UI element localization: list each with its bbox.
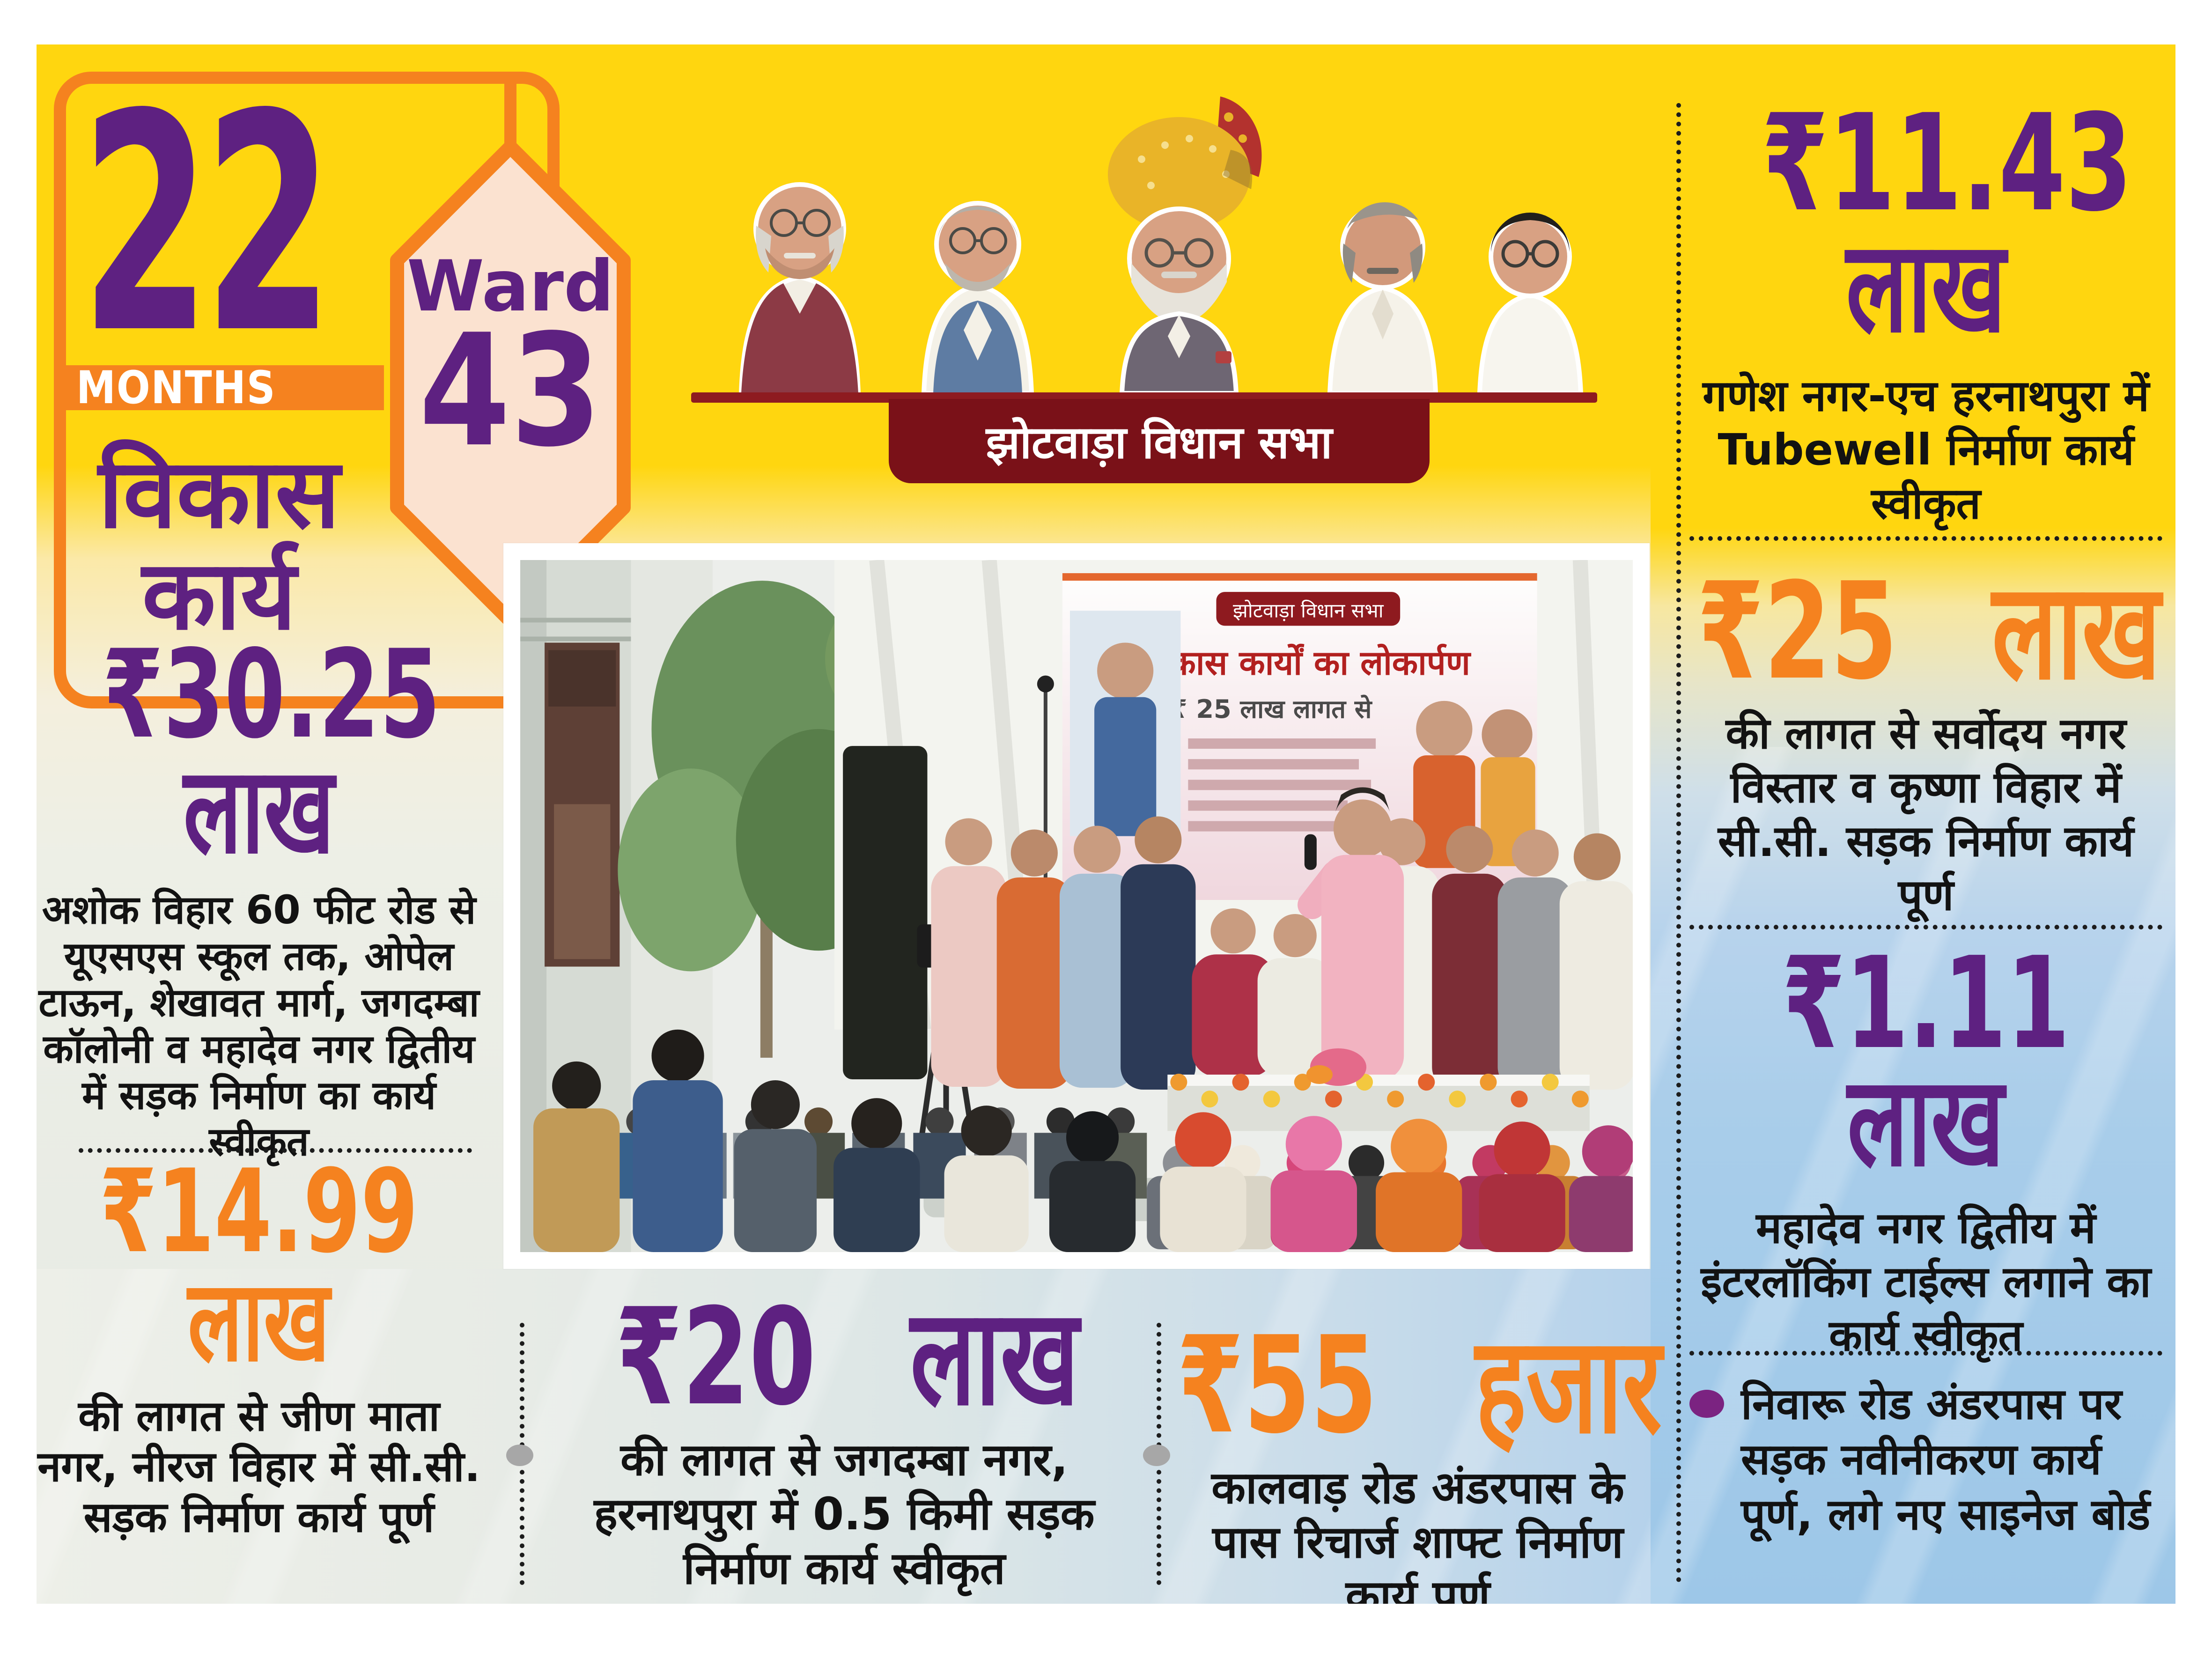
ward-label: Ward xyxy=(406,246,614,327)
section-bottom-2: ₹55 हजार कालवाड़ रोड अंडरपास के पास रिचा… xyxy=(1174,1308,1662,1604)
amount-headline: ₹55 xyxy=(1177,1308,1378,1463)
section-description: कालवाड़ रोड अंडरपास के पास रिचार्ज शाफ्ट… xyxy=(1211,1462,1624,1604)
section-description: की लागत से सर्वोदय नगर विस्तार व कृष्णा … xyxy=(1718,708,2134,921)
amount-headline: ₹11.43 xyxy=(1761,86,2132,241)
amount-unit: लाख xyxy=(183,741,335,881)
speaker-figure xyxy=(1298,787,1404,1081)
poster-title-line2: कार्य xyxy=(142,540,296,652)
section-right-2: ₹25 लाख की लागत से सर्वोदय नगर विस्तार व… xyxy=(1689,554,2162,922)
months-label: MONTHS xyxy=(76,361,276,414)
poster-canvas: 22 MONTHS विकास कार्य Ward 43 xyxy=(37,44,2175,1604)
dotted-divider-horizontal xyxy=(1689,1351,2162,1356)
leader-photo-3-center xyxy=(1108,96,1262,393)
section-right-3: ₹1.11 लाख महादेव नगर द्वितीय में इंटरलॉक… xyxy=(1689,929,2162,1363)
stage-banner-subtitle: ₹ 25 लाख लागत से xyxy=(1170,694,1373,724)
section-description: की लागत से जीण माता नगर, नीरज विहार में … xyxy=(37,1391,480,1542)
dotted-divider-horizontal xyxy=(1689,925,2162,929)
stage-banner-title: विकास कार्यों का लोकार्पण xyxy=(1142,644,1472,683)
section-description: गणेश नगर-एच हरनाथपुरा में Tubewell निर्म… xyxy=(1703,370,2149,529)
amount-unit: लाख xyxy=(1992,554,2161,709)
dotted-divider-horizontal xyxy=(1689,536,2162,541)
stage-banner-tag: झोटवाड़ा विधान सभा xyxy=(1233,599,1384,622)
event-photo-illustration: झोटवाड़ा विधान सभा विकास कार्यों का लोका… xyxy=(520,560,1633,1252)
leaders-photo-strip xyxy=(738,96,1584,393)
poster-title-line1: विकास xyxy=(98,438,340,550)
amount-headline: ₹14.99 xyxy=(99,1145,419,1278)
dotted-divider-vertical-main xyxy=(1676,103,1681,1583)
section-right-bullet: निवारू रोड अंडरपास पर सड़क नवीनीकरण कार्… xyxy=(1689,1377,2172,1542)
section-right-1: ₹11.43 लाख गणेश नगर-एच हरनाथपुरा में Tub… xyxy=(1689,86,2162,531)
amount-unit: लाख xyxy=(910,1280,1079,1435)
divider-dot xyxy=(1143,1445,1170,1466)
bullet-text: निवारू रोड अंडरपास पर सड़क नवीनीकरण कार्… xyxy=(1741,1379,2151,1540)
background-right-column xyxy=(1651,44,2175,1604)
speaker-box xyxy=(843,746,928,1080)
amount-headline: ₹1.11 xyxy=(1782,929,2070,1077)
garland xyxy=(1170,1048,1589,1108)
amount-unit: हजार xyxy=(1475,1308,1662,1463)
section-left-1: ₹30.25 लाख अशोक विहार 60 फीट रोड से यूएस… xyxy=(37,624,481,1165)
event-photo: झोटवाड़ा विधान सभा विकास कार्यों का लोका… xyxy=(503,543,1650,1269)
leader-photo-1 xyxy=(738,182,861,393)
constituency-banner: झोटवाड़ा विधान सभा xyxy=(889,399,1430,483)
amount-headline: ₹30.25 xyxy=(102,624,441,766)
leader-photo-5 xyxy=(1477,213,1584,393)
amount-unit: लाख xyxy=(1846,213,2006,361)
section-description: अशोक विहार 60 फीट रोड से यूएसएस स्कूल तक… xyxy=(38,886,479,1165)
ward-number: 43 xyxy=(419,301,602,481)
months-band: MONTHS xyxy=(54,365,384,410)
section-description: महादेव नगर द्वितीय में इंटरलॉकिंग टाईल्स… xyxy=(1701,1202,2151,1361)
dotted-divider-horizontal xyxy=(79,1148,472,1153)
section-description: की लागत से जगदम्बा नगर, हरनाथपुरा में 0.… xyxy=(594,1434,1095,1595)
leader-photo-2 xyxy=(921,201,1034,393)
amount-unit: लाख xyxy=(1847,1049,2005,1194)
bullet-icon xyxy=(1689,1390,1724,1418)
background-bottom-band xyxy=(37,1269,1651,1604)
section-left-2: ₹14.99 लाख की लागत से जीण माता नगर, नीरज… xyxy=(37,1145,481,1543)
poster-title-hindi: विकास कार्य xyxy=(65,443,374,647)
crowd xyxy=(533,1029,1633,1252)
amount-headline: ₹25 xyxy=(1697,554,1898,709)
section-bottom-1: ₹20 लाख की लागत से जगदम्बा नगर, हरनाथपुर… xyxy=(566,1280,1123,1596)
amount-headline: ₹20 xyxy=(615,1280,817,1435)
leader-photo-4 xyxy=(1327,202,1438,393)
divider-dot xyxy=(506,1445,533,1466)
frame-hexagon-connector xyxy=(504,77,516,152)
months-number: 22 xyxy=(81,50,333,399)
amount-unit: लाख xyxy=(188,1255,330,1386)
